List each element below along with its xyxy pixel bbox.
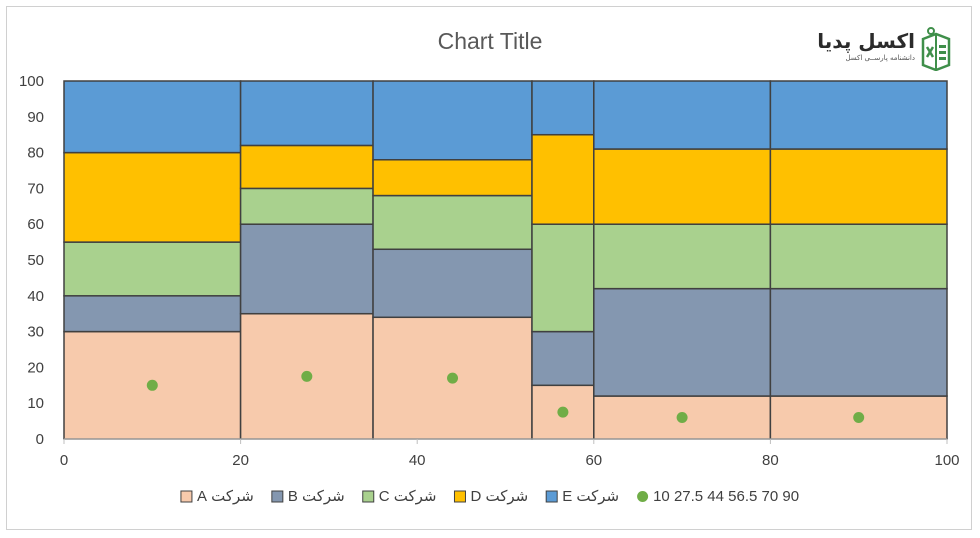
axes-layer: 0 20 40 60 80 100 0 10 20 30 40 50 60 70 80 90 100 bbox=[19, 73, 960, 469]
y-tick-label: 60 bbox=[27, 216, 44, 233]
y-tick-label: 80 bbox=[27, 145, 44, 162]
bar-segment-e-4 bbox=[531, 80, 595, 136]
x-tick-label: 40 bbox=[409, 452, 426, 469]
legend-label-b: شرکت B bbox=[288, 488, 345, 505]
bar-segment-d-1 bbox=[63, 151, 242, 243]
x-tick-label: 60 bbox=[585, 452, 602, 469]
y-tick-label: 10 bbox=[27, 395, 44, 412]
bar-segment-e-2 bbox=[239, 80, 374, 147]
bar-segment-c-2 bbox=[239, 187, 374, 225]
logo-title: اکسل پدیا bbox=[817, 29, 915, 53]
excel-book-icon bbox=[921, 27, 951, 71]
data-point bbox=[447, 372, 459, 384]
y-tick-label: 40 bbox=[27, 288, 44, 305]
logo-subtitle: دانشنامه پارســی اکسل bbox=[845, 54, 915, 62]
y-tick-label: 0 bbox=[36, 431, 44, 448]
legend-swatch-e bbox=[545, 490, 558, 503]
data-point bbox=[853, 412, 865, 424]
legend-label-points: 10 27.5 44 56.5 70 90 bbox=[653, 488, 799, 505]
legend: شرکت A شرکت B شرکت C شرکت D شرکت E 10 27.5 44… bbox=[180, 488, 799, 505]
y-tick-label: 30 bbox=[27, 324, 44, 341]
x-tick-label: 100 bbox=[934, 452, 959, 469]
bar-segment-d-3 bbox=[372, 159, 533, 197]
y-tick-label: 20 bbox=[27, 359, 44, 376]
bar-segment-e-1 bbox=[63, 80, 242, 154]
bar-segment-d-5 bbox=[593, 148, 772, 225]
bars-layer bbox=[63, 80, 948, 440]
data-point bbox=[301, 370, 313, 382]
legend-swatch-a bbox=[180, 490, 193, 503]
bar-segment-c-1 bbox=[63, 241, 242, 297]
bar-segment-e-3 bbox=[372, 80, 533, 161]
chart-title: Chart Title bbox=[438, 28, 543, 54]
bar-segment-e-5 bbox=[593, 80, 772, 150]
legend-label-d: شرکت D bbox=[470, 488, 528, 505]
mekko-chart: Chart Title 0 20 40 60 80 100 0 10 20 30 40 50 60 70 8… bbox=[19, 28, 960, 505]
bar-segment-b-5 bbox=[593, 287, 772, 397]
bar-segment-b-4 bbox=[531, 330, 595, 387]
data-point bbox=[676, 412, 688, 424]
data-point bbox=[146, 379, 158, 391]
y-tick-label: 90 bbox=[27, 109, 44, 126]
bar-segment-d-4 bbox=[531, 133, 595, 225]
legend-label-e: شرکت E bbox=[562, 488, 619, 505]
legend-swatch-c bbox=[362, 490, 375, 503]
bar-segment-b-3 bbox=[372, 248, 533, 319]
bar-segment-b-2 bbox=[239, 223, 374, 315]
bar-segment-b-1 bbox=[63, 295, 242, 333]
bar-segment-c-5 bbox=[593, 223, 772, 290]
x-tick-label: 80 bbox=[762, 452, 779, 469]
x-tick-label: 20 bbox=[232, 452, 249, 469]
legend-swatch-points bbox=[637, 491, 649, 502]
x-tick-label: 0 bbox=[60, 452, 68, 469]
chart-frame: Chart Title 0 20 40 60 80 100 0 10 20 30 40 50 60 70 8… bbox=[6, 6, 972, 530]
bar-segment-c-3 bbox=[372, 194, 533, 251]
legend-swatch-d bbox=[453, 490, 466, 503]
y-tick-label: 70 bbox=[27, 180, 44, 197]
legend-label-a: شرکت A bbox=[197, 488, 254, 505]
bar-segment-d-6 bbox=[769, 148, 948, 225]
bar-segment-b-6 bbox=[769, 287, 948, 397]
bar-segment-c-6 bbox=[769, 223, 948, 290]
bar-segment-c-4 bbox=[531, 223, 595, 333]
y-tick-label: 100 bbox=[19, 73, 44, 90]
legend-label-c: شرکت C bbox=[379, 488, 437, 505]
data-point bbox=[557, 406, 569, 418]
y-tick-label: 50 bbox=[27, 252, 44, 269]
legend-swatch-b bbox=[271, 490, 284, 503]
bar-segment-e-6 bbox=[769, 80, 948, 150]
logo: اکسل پدیا دانشنامه پارســی اکسل bbox=[817, 27, 953, 71]
points-layer bbox=[146, 370, 865, 424]
bar-segment-d-2 bbox=[239, 144, 374, 190]
